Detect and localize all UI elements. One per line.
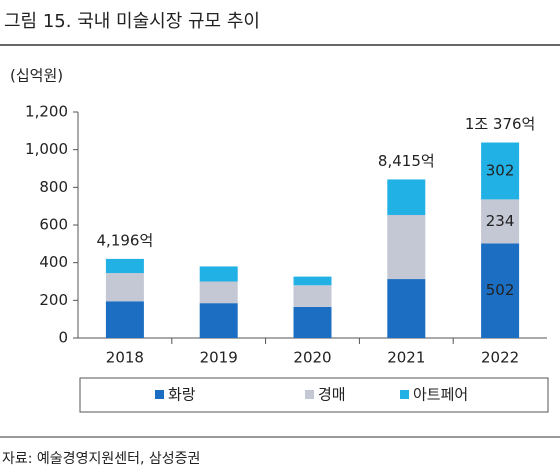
bar-segment [293,285,332,307]
bar-segment [293,276,332,286]
x-tick-label: 2022 [481,349,519,367]
total-annotation: 8,415억 [378,152,435,170]
bar-segment [481,142,520,200]
source: 자료: 예술경영지원센터, 삼성증권 [2,451,200,467]
data-label: 302 [486,161,515,179]
y-tick-label: 400 [39,253,68,271]
legend-swatch [155,390,164,399]
y-tick-label: 1,200 [25,103,68,121]
bar-segment [481,243,520,338]
bar-segment [481,199,520,244]
legend-label: 아트페어 [413,386,468,404]
bar-segment [199,303,238,338]
legend-swatch [305,390,314,399]
y-tick-label: 200 [39,291,68,309]
x-tick-label: 2018 [106,349,144,367]
total-annotation: 4,196억 [97,231,154,249]
x-tick-label: 2021 [387,349,425,367]
y-tick-label: 600 [39,216,68,234]
legend-swatch [400,390,409,399]
data-label: 234 [486,212,515,230]
legend-box [79,377,549,413]
bar-segment [105,258,144,274]
total-annotation: 1조 376억 [465,115,536,133]
bar-segment [105,301,144,338]
legend-label: 경매 [318,386,346,404]
chart-title: 그림 15. 국내 미술시장 규모 추이 [4,11,260,32]
y-tick-label: 1,000 [25,140,68,158]
bar-segment [387,215,426,280]
x-tick-label: 2020 [293,349,331,367]
data-label: 502 [486,281,515,299]
y-unit-label: (십억원) [10,67,63,85]
bar-segment [293,306,332,338]
y-tick-label: 0 [58,329,68,347]
bar-segment [105,273,144,302]
y-tick-label: 800 [39,178,68,196]
x-tick-label: 2019 [200,349,238,367]
bar-segment [199,266,238,282]
bar-segment [387,279,426,338]
bar-segment [199,281,238,304]
bar-segment [387,179,426,216]
legend-label: 화랑 [168,386,196,404]
